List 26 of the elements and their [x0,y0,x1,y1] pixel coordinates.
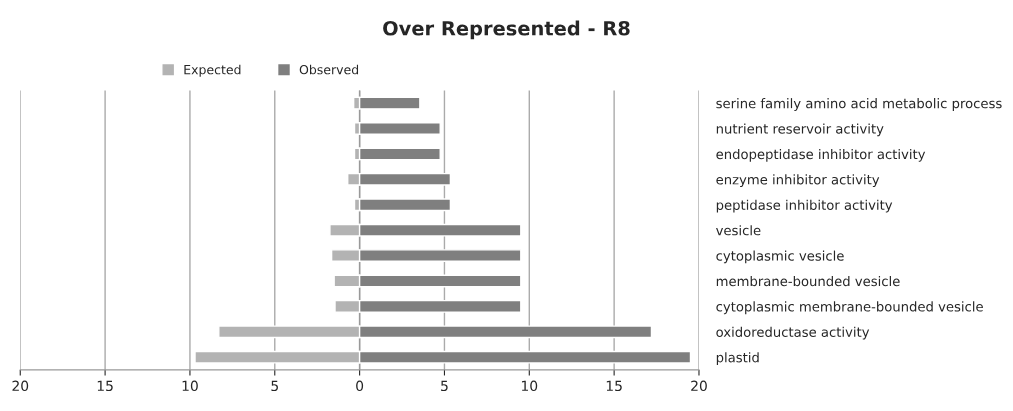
x-tick-label: 20 [12,380,29,392]
y-tick-label: serine family amino acid metabolic process [716,98,1002,111]
bar [358,198,452,212]
y-tick-label: cytoplasmic membrane-bounded vesicle [716,301,983,315]
x-tick-label: 20 [691,380,707,392]
y-tick-label: membrane-bounded vesicle [716,275,900,287]
x-tick-label: 5 [441,380,448,392]
x-tick-label: 15 [606,380,622,392]
x-tick-label: 5 [271,380,278,392]
x-tick-label: 10 [182,380,198,392]
x-tick-label: 15 [97,380,113,392]
y-tick-label: vesicle [716,225,761,236]
x-tick-label: 0 [356,380,364,392]
bar [358,122,441,135]
legend-label: Expected [184,64,241,77]
bar [358,147,441,161]
y-tick-label: oxidoreductase activity [716,326,870,340]
y-tick-label: peptidase inhibitor activity [716,199,893,213]
y-tick-label: plastid [716,352,759,365]
chart-title: Over Represented - R8 [383,20,630,40]
legend-label: Observed [299,64,359,75]
y-tick-label: nutrient reservoir activity [716,123,884,137]
y-tick-label: cytoplasmic vesicle [716,250,844,264]
y-tick-label: enzyme inhibitor activity [716,174,880,188]
x-tick-label: 10 [521,380,538,392]
y-tick-label: endopeptidase inhibitor activity [716,148,926,162]
